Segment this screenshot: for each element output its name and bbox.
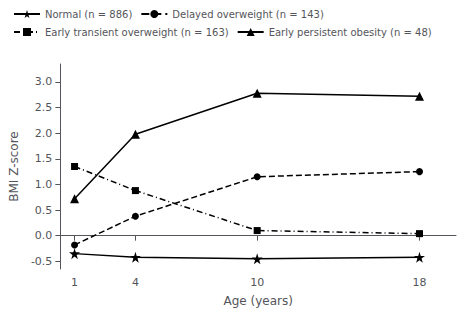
svg-text:Early persistent obesity (n =: Early persistent obesity (n = 48): [269, 27, 432, 38]
svg-text:Delayed overweight (n = 143): Delayed overweight (n = 143): [172, 9, 324, 20]
svg-text:3.0: 3.0: [35, 75, 53, 88]
svg-text:1.5: 1.5: [35, 152, 53, 165]
svg-text:18: 18: [412, 276, 426, 289]
svg-text:0.0: 0.0: [35, 229, 53, 242]
svg-text:-0.5: -0.5: [31, 255, 52, 268]
svg-text:1: 1: [71, 276, 78, 289]
svg-text:2.5: 2.5: [35, 101, 53, 114]
svg-text:BMI Z-score: BMI Z-score: [7, 131, 21, 202]
svg-text:Normal (n = 886): Normal (n = 886): [45, 9, 132, 20]
svg-text:2.0: 2.0: [35, 127, 53, 140]
svg-text:10: 10: [250, 276, 264, 289]
svg-text:Age (years): Age (years): [223, 294, 292, 308]
svg-text:Early transient overweight (n: Early transient overweight (n = 163): [45, 27, 229, 38]
svg-text:0.5: 0.5: [35, 204, 53, 217]
svg-text:1.0: 1.0: [35, 178, 53, 191]
svg-text:4: 4: [132, 276, 139, 289]
